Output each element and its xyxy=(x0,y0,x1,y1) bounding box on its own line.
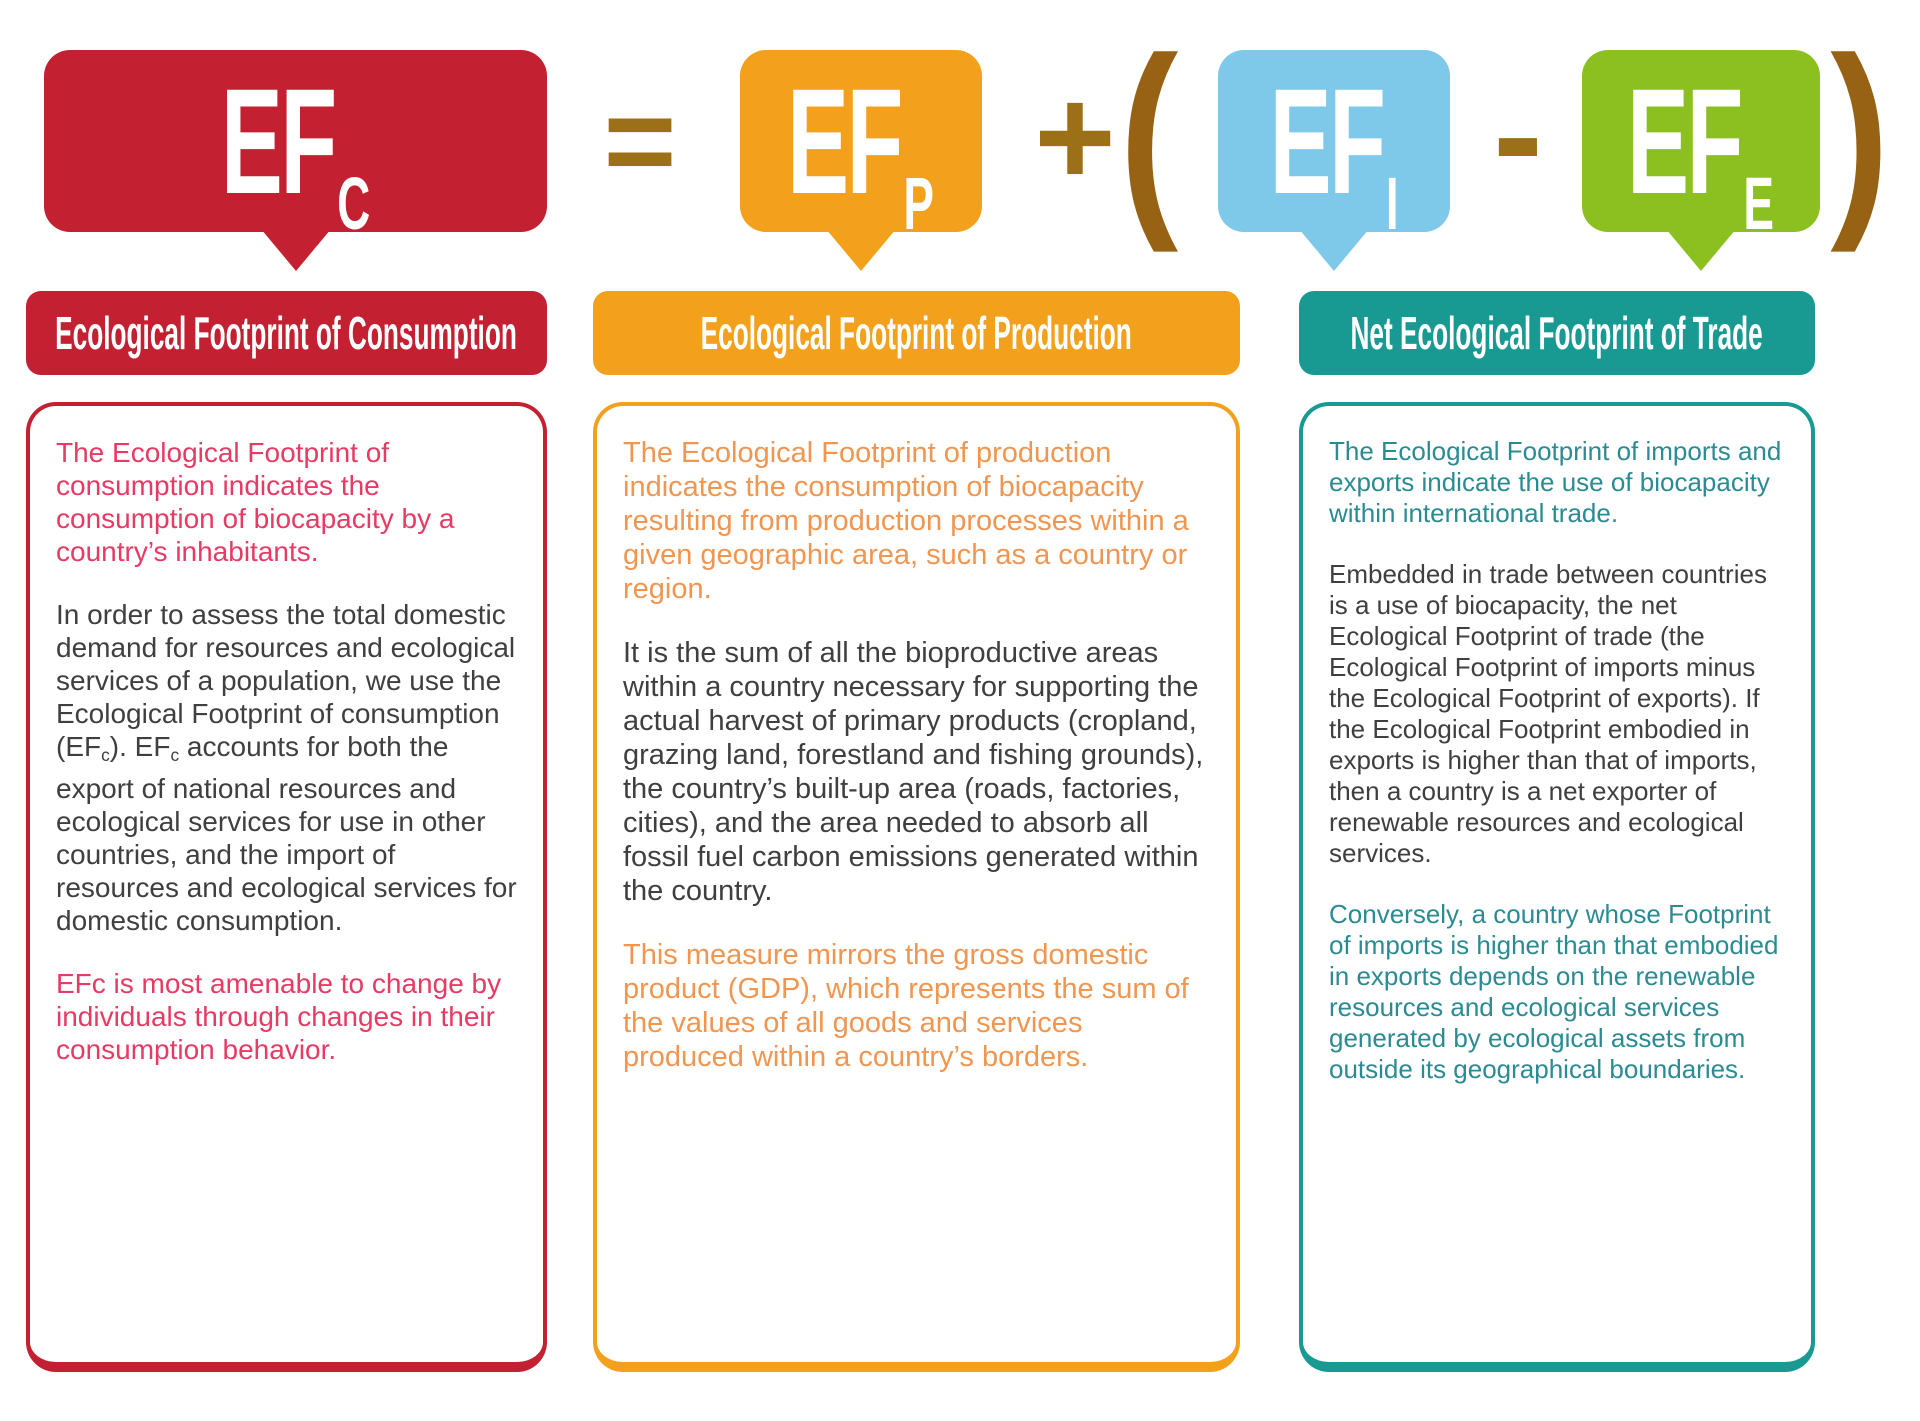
bubble-ef-production: EFP xyxy=(740,50,982,245)
bubble-ef-exports: EFE xyxy=(1582,50,1820,245)
textbox-net-trade: The Ecological Footprint of imports and … xyxy=(1299,402,1815,1372)
consumption-paragraph-3: EFc is most amenable to change by indivi… xyxy=(56,968,502,1066)
header-net-trade-label: Net Ecological Footprint of Trade xyxy=(1350,307,1764,359)
equals-sign: = xyxy=(603,71,677,211)
header-consumption-label: Ecological Footprint of Consumption xyxy=(55,307,518,359)
subscript-i: I xyxy=(1385,162,1399,245)
production-paragraph-3: This measure mirrors the gross domestic … xyxy=(623,939,1189,1073)
minus-sign: - xyxy=(1493,50,1543,218)
header-production-label: Ecological Footprint of Production xyxy=(700,307,1133,359)
textbox-production: The Ecological Footprint of production i… xyxy=(593,402,1240,1372)
ef-imports-label: EFI xyxy=(1269,57,1399,245)
header-net-trade: Net Ecological Footprint of Trade xyxy=(1299,291,1815,375)
subscript-e: E xyxy=(1743,162,1775,245)
textbox-consumption: The Ecological Footprint of consumption … xyxy=(26,402,547,1372)
open-parenthesis: ( xyxy=(1119,11,1179,253)
bubble-ef-consumption: EFC xyxy=(44,50,547,245)
consumption-paragraph-1: The Ecological Footprint of consumption … xyxy=(56,437,455,567)
production-paragraph-2: It is the sum of all the bioproductive a… xyxy=(623,637,1204,907)
ef-exports-label: EFE xyxy=(1627,57,1775,245)
ef-consumption-label: EFC xyxy=(220,57,371,245)
net-trade-paragraph-2: Embedded in trade between countries is a… xyxy=(1329,559,1767,868)
bubble-ef-imports: EFI xyxy=(1218,50,1450,245)
plus-sign: + xyxy=(1034,58,1116,215)
ef-production-label: EFP xyxy=(787,57,935,245)
subscript-p: P xyxy=(903,162,935,245)
net-trade-paragraph-1: The Ecological Footprint of imports and … xyxy=(1329,436,1782,528)
subscript-c: C xyxy=(337,162,371,245)
production-paragraph-1: The Ecological Footprint of production i… xyxy=(623,437,1189,605)
header-production: Ecological Footprint of Production xyxy=(593,291,1240,375)
header-consumption: Ecological Footprint of Consumption xyxy=(26,291,547,375)
consumption-paragraph-2: In order to assess the total domestic de… xyxy=(56,599,517,937)
net-trade-paragraph-3: Conversely, a country whose Footprint of… xyxy=(1329,899,1779,1084)
close-parenthesis: ) xyxy=(1830,11,1890,253)
